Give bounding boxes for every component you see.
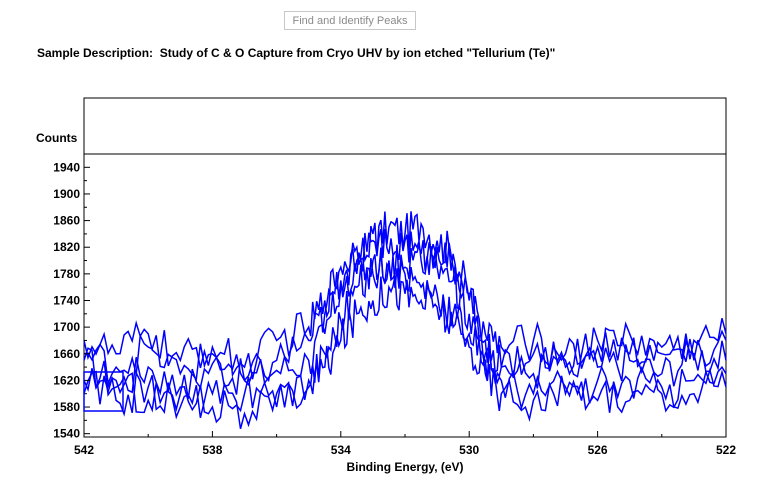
x-tick-label: 542 <box>74 443 94 457</box>
y-tick-label: 1580 <box>53 400 80 414</box>
sample-description: Sample Description: Study of C & O Captu… <box>37 46 555 60</box>
axis-layer: 1540 1580 1620 1660 1700 1740 1780 1820 1860 1900… <box>53 153 736 457</box>
x-tick-label: 530 <box>459 443 479 457</box>
y-tick-label: 1620 <box>53 373 80 387</box>
sample-description-text: Study of C & O Capture from Cryo UHV by … <box>159 46 556 60</box>
y-tick-label: 1820 <box>53 240 80 254</box>
x-tick-label: 522 <box>716 443 736 457</box>
x-axis-title: Binding Energy, (eV) <box>346 460 463 474</box>
y-tick-label: 1860 <box>53 214 80 228</box>
y-tick-label: 1900 <box>53 187 80 201</box>
y-tick-label: 1660 <box>53 347 80 361</box>
x-tick-label: 538 <box>202 443 222 457</box>
y-tick-label: 1540 <box>53 427 80 441</box>
y-tick-label: 1700 <box>53 320 80 334</box>
spectrum-series-3 <box>83 240 727 429</box>
region-marker[interactable] <box>83 371 124 412</box>
spectrum-series-4 <box>83 247 727 387</box>
header-frame <box>83 97 727 155</box>
series-layer <box>83 211 727 429</box>
spectrum-series-2 <box>83 222 727 380</box>
y-tick-label: 1940 <box>53 160 80 174</box>
spectrum-series-1 <box>83 211 727 413</box>
find-identify-peaks-button[interactable]: Find and Identify Peaks <box>284 11 416 30</box>
x-tick-label: 534 <box>331 443 351 457</box>
sample-description-label: Sample Description: <box>37 46 154 60</box>
y-tick-label: 1780 <box>53 267 80 281</box>
spectrum-series-5 <box>83 275 727 424</box>
y-axis-title: Counts <box>36 131 78 145</box>
y-tick-label: 1740 <box>53 293 80 307</box>
x-tick-label: 526 <box>588 443 608 457</box>
